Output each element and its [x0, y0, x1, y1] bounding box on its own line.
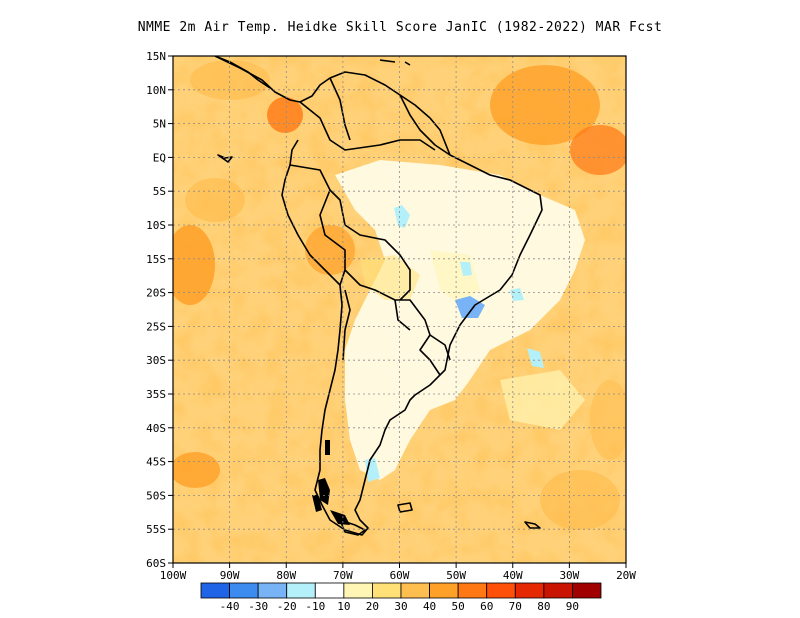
lat-label: 15S	[146, 253, 166, 266]
skill-field	[173, 56, 626, 563]
lat-label: 10S	[146, 219, 166, 232]
colorbar-label: 90	[566, 600, 579, 613]
gridlines	[173, 56, 626, 563]
lat-label: EQ	[153, 151, 166, 164]
colorbar-swatch	[543, 582, 573, 599]
colorbar-label: -10	[305, 600, 325, 613]
lat-label: 50S	[146, 489, 166, 502]
lon-label: 90W	[220, 569, 240, 582]
map-title: NMME 2m Air Temp. Heidke Skill Score Jan…	[137, 20, 663, 35]
lon-label: 30W	[559, 569, 579, 582]
lat-label: 35S	[146, 388, 166, 401]
longitude-labels: 100W 90W 80W 70W 60W 50W 40W 30W 20W	[160, 563, 636, 582]
lat-label: 20S	[146, 287, 166, 300]
lon-label: 100W	[160, 569, 187, 582]
lon-label: 20W	[616, 569, 636, 582]
lat-label: 15N	[146, 50, 166, 63]
colorbar-label: 40	[423, 600, 436, 613]
colorbar-label: -40	[220, 600, 240, 613]
colorbar-swatch	[372, 582, 402, 599]
lon-label: 40W	[503, 569, 523, 582]
colorbar-swatch	[314, 582, 345, 599]
colorbar-swatch	[486, 582, 516, 599]
colorbar-swatch	[457, 582, 488, 599]
latitude-labels: 15N 10N 5N EQ 5S 10S 15S 20S 25S 30S 35S 40S 45S 50S 5…	[146, 50, 173, 570]
colorbar-label: 50	[452, 600, 465, 613]
lat-label: 40S	[146, 422, 166, 435]
colorbar-swatch	[343, 582, 373, 599]
lat-label: 5S	[153, 185, 166, 198]
lat-label: 10N	[146, 84, 166, 97]
colorbar-swatch	[400, 582, 430, 599]
lon-label: 70W	[333, 569, 353, 582]
colorbar-swatch	[572, 582, 602, 599]
colorbar-label: 80	[537, 600, 550, 613]
colorbar-label: 20	[366, 600, 379, 613]
colorbar-swatch	[429, 582, 459, 599]
colorbar-swatch	[200, 582, 230, 599]
lat-label: 5N	[153, 118, 166, 131]
coastline	[214, 56, 543, 536]
lat-label: 45S	[146, 456, 166, 469]
colorbar-label: -20	[277, 600, 297, 613]
colorbar-swatch	[286, 582, 316, 599]
lat-label: 25S	[146, 320, 166, 333]
colorbar-swatch	[514, 582, 545, 599]
lat-label: 60S	[146, 557, 166, 570]
colorbar-label: 10	[337, 600, 350, 613]
colorbar-swatch	[229, 582, 259, 599]
lat-label: 55S	[146, 523, 166, 536]
colorbar-label: 30	[394, 600, 407, 613]
lon-label: 80W	[276, 569, 296, 582]
colorbar-swatch	[257, 582, 288, 599]
lon-label: 50W	[446, 569, 466, 582]
chile-islands	[312, 440, 350, 525]
lat-label: 30S	[146, 354, 166, 367]
colorbar-label: -30	[248, 600, 268, 613]
colorbar-label: 60	[480, 600, 493, 613]
colorbar-label: 70	[509, 600, 522, 613]
colorbar: -40 -30 -20 -10 10 20 30 40 50 60 70 80 90	[200, 582, 602, 613]
lon-label: 60W	[390, 569, 410, 582]
